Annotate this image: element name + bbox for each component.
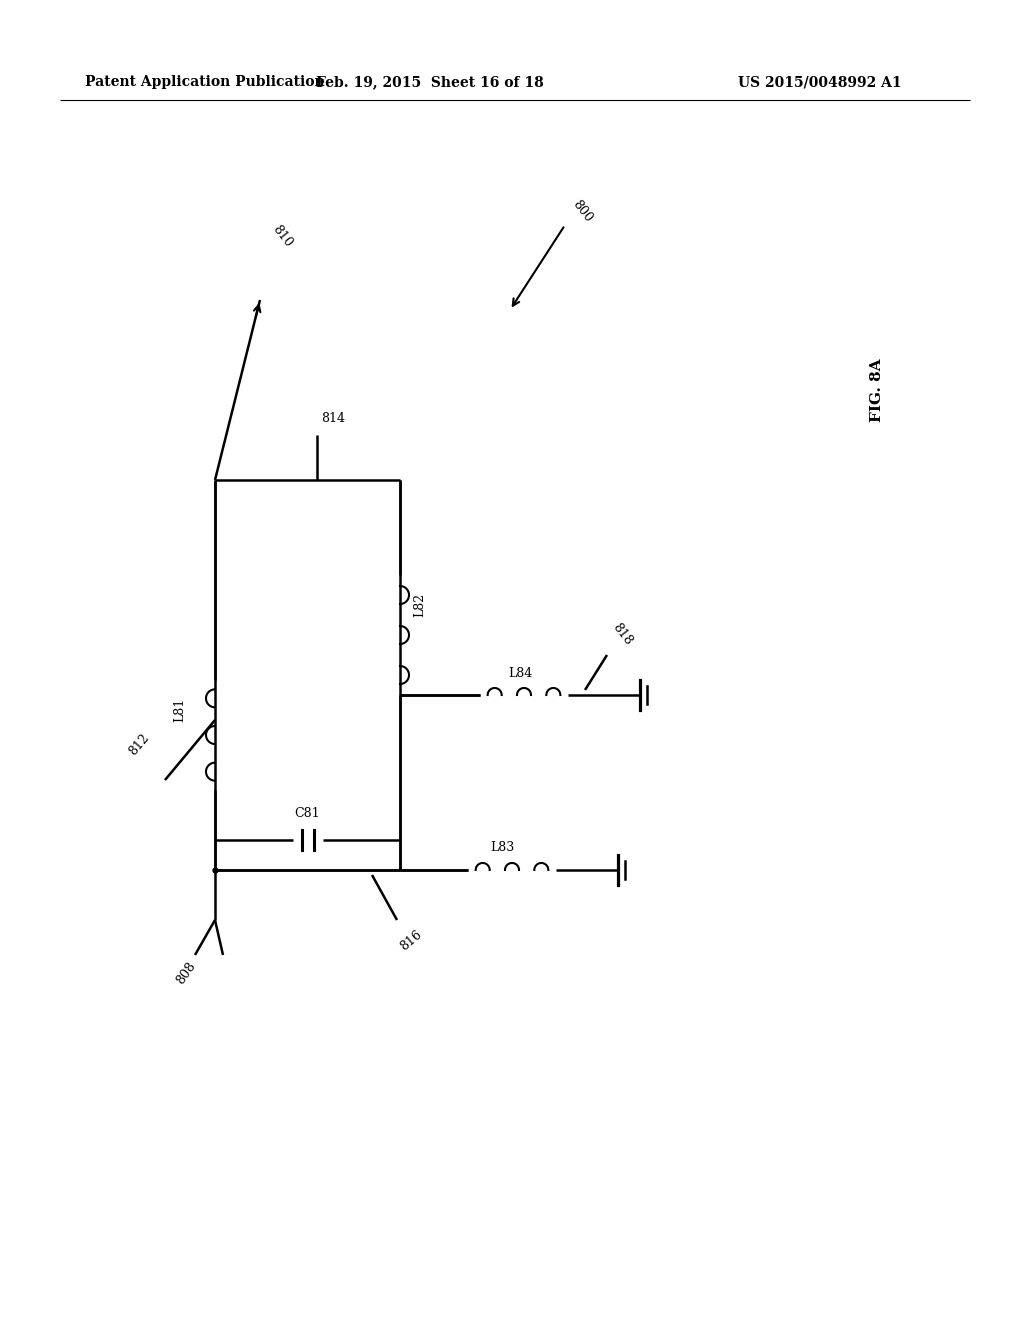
- Text: US 2015/0048992 A1: US 2015/0048992 A1: [738, 75, 902, 88]
- Text: L82: L82: [413, 593, 426, 616]
- Text: C81: C81: [295, 807, 321, 820]
- Text: L81: L81: [173, 698, 186, 722]
- Text: Patent Application Publication: Patent Application Publication: [85, 75, 325, 88]
- Text: 808: 808: [174, 960, 199, 987]
- Text: L84: L84: [508, 667, 532, 680]
- Text: L83: L83: [490, 841, 514, 854]
- Text: 816: 816: [398, 928, 425, 953]
- Text: 814: 814: [321, 412, 345, 425]
- Text: 818: 818: [610, 622, 635, 648]
- Text: 812: 812: [127, 731, 152, 758]
- Text: 800: 800: [570, 198, 595, 224]
- Text: FIG. 8A: FIG. 8A: [870, 358, 884, 422]
- Text: Feb. 19, 2015  Sheet 16 of 18: Feb. 19, 2015 Sheet 16 of 18: [316, 75, 544, 88]
- Text: 810: 810: [270, 223, 295, 249]
